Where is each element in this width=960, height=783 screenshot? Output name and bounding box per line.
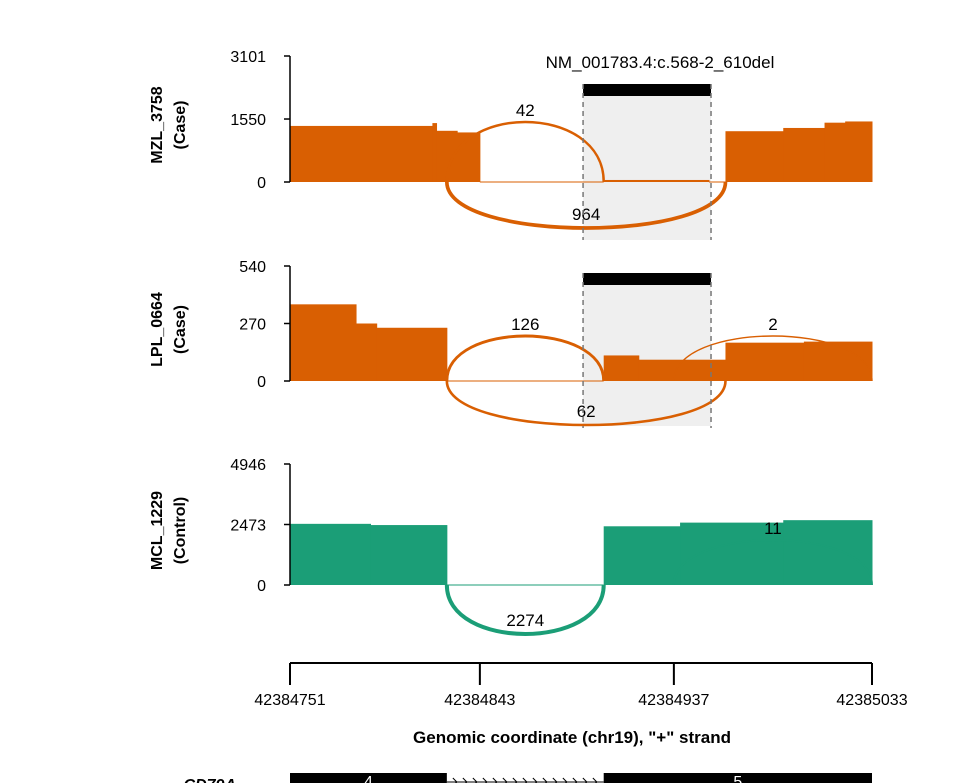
coverage-bar [803,341,873,381]
variant-label: NM_001783.4:c.568-2_610del [546,53,775,72]
coverage-bar [436,130,458,182]
coverage-bar [290,523,371,585]
junction-arc [445,120,605,183]
strand-chevron [462,777,468,783]
coverage-bar [370,525,448,585]
y-tick-label: 4946 [230,457,266,474]
y-tick-label: 0 [257,578,266,595]
track-MZL_3758: 0 1550 3101 MZL_3758 (Case) 42 964 [149,49,873,230]
x-axis: 42384751 42384843 42384937 42385033 Genomic … [254,662,908,747]
gene-name: CD79A [184,777,236,783]
variant-bar-2 [583,273,712,285]
x-tick-label: 42384843 [444,692,515,709]
coverage-bar [290,125,433,182]
coverage-bar [638,359,726,381]
coverage-bar [356,323,378,381]
coverage-bar [783,520,873,585]
track-name: MZL_3758 [149,86,166,163]
junction-arc [445,334,606,382]
coverage-bar [432,123,438,182]
coverage-bar [603,355,640,381]
foreground-layer: NM_001783.4:c.568-2_610del [546,53,775,428]
coverage-bar [376,327,448,381]
exon-number: 4 [364,774,373,783]
track-group: (Case) [172,101,189,150]
y-tick-label: 1550 [230,112,266,129]
strand-chevron [472,777,478,783]
junction-count: 2 [768,315,777,334]
y-tick-label: 0 [257,175,266,192]
tracks-layer: 0 1550 3101 MZL_3758 (Case) 42 964 0 270 540 LPL_0… [149,49,873,636]
x-axis-label: Genomic coordinate (chr19), "+" strand [413,728,731,747]
y-tick-label: 0 [257,374,266,391]
junction-arc [444,584,606,636]
track-LPL_0664: 0 270 540 LPL_0664 (Case) 126 2 62 [149,259,873,427]
strand-chevron [452,777,458,783]
junction-count: 126 [511,315,539,334]
track-group: (Case) [172,305,189,354]
strand-chevron [542,777,548,783]
strand-chevron [512,777,518,783]
background-layer [583,84,712,426]
strand-chevron [562,777,568,783]
variant-region-shade-2 [583,280,712,426]
junction-arc [673,335,873,382]
coverage-bar [603,526,681,585]
coverage-bar [725,342,805,381]
x-tick-label: 42384751 [254,692,325,709]
track-name: MCL_1229 [149,491,166,570]
strand-chevron [502,777,508,783]
junction-count: 2274 [506,611,544,630]
variant-bar-1 [583,84,712,96]
strand-chevron [522,777,528,783]
strand-chevron [572,777,578,783]
junction-count: 11 [764,519,782,538]
coverage-bar [824,122,846,182]
x-tick-label: 42384937 [638,692,709,709]
coverage-bar [783,127,826,182]
track-group: (Control) [172,497,189,565]
x-tick-label: 42385033 [836,692,907,709]
track-MCL_1229: 0 2473 4946 MCL_1229 (Control) 2274 11 [149,457,873,636]
strand-chevron [532,777,538,783]
strand-chevron [482,777,488,783]
y-tick-label: 540 [239,259,266,276]
gene-model: CD79A 4 5 [184,773,872,783]
strand-chevron [582,777,588,783]
junction-count: 62 [577,402,596,421]
coverage-bar [603,179,710,182]
y-tick-label: 2473 [230,518,266,535]
exon-block [603,773,872,783]
junction-arc [672,539,873,586]
junction-count: 964 [572,205,600,224]
exon-block [290,773,447,783]
coverage-bar [290,304,357,381]
strand-chevron [492,777,498,783]
coverage-bar [725,131,784,182]
coverage-bar [845,121,873,182]
y-tick-label: 270 [239,317,266,334]
y-tick-label: 3101 [230,49,266,66]
exon-number: 5 [733,774,742,783]
strand-chevron [592,777,598,783]
track-name: LPL_0664 [149,292,166,367]
strand-chevron [552,777,558,783]
junction-count: 42 [516,101,535,120]
